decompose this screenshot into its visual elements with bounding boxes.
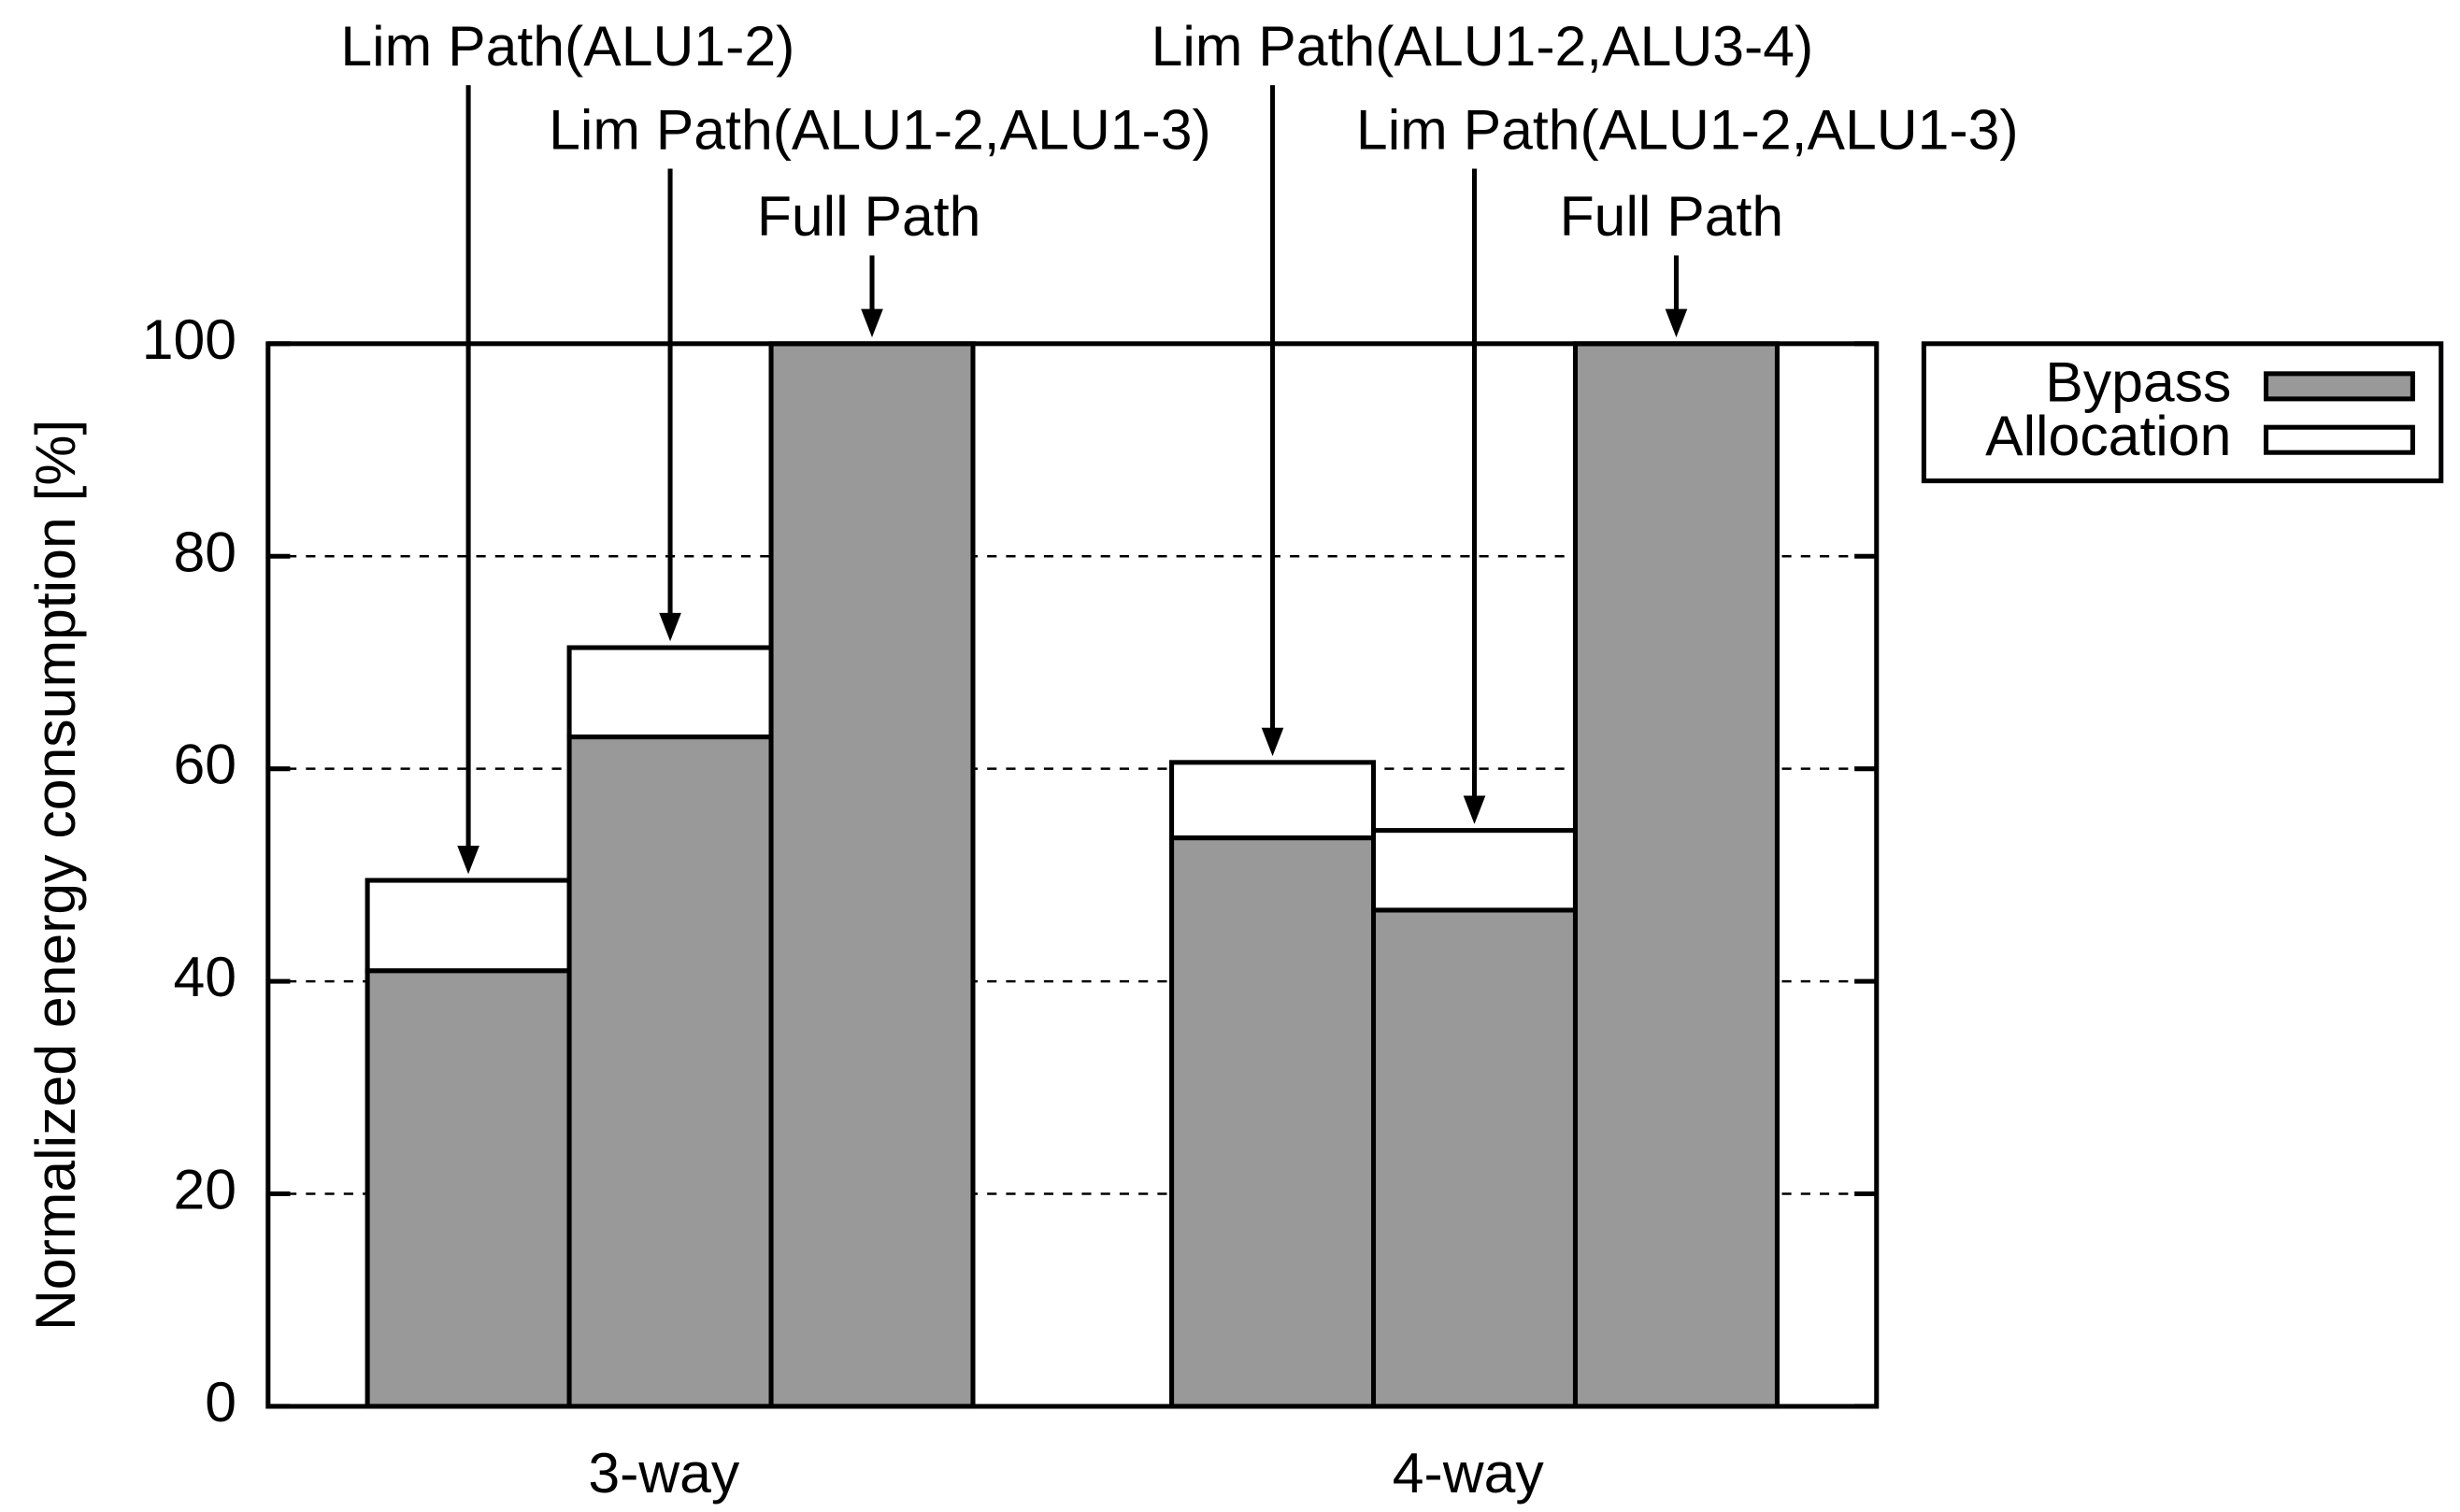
annotation: Lim Path(ALU1-2,ALU1-3) (549, 97, 1211, 161)
legend-box (1921, 341, 2444, 484)
y-tick-label: 80 (174, 520, 237, 583)
arrow-head (1665, 308, 1688, 338)
bar-segment (566, 645, 774, 740)
y-tick-label: 20 (174, 1158, 237, 1221)
legend-label: Bypass (2045, 349, 2231, 413)
y-tick-label: 60 (174, 733, 237, 796)
y-tick-label: 100 (142, 307, 236, 371)
arrow-head (1463, 795, 1486, 824)
x-tick-label: 3-way (588, 1441, 740, 1505)
bar-segment (1572, 341, 1780, 1409)
bar-segment (1371, 828, 1579, 913)
y-tick-label: 40 (174, 945, 237, 1008)
bar-segment (1169, 835, 1377, 1409)
arrow-head (1261, 727, 1284, 757)
arrow-head (861, 308, 883, 338)
annotation: Full Path (757, 184, 981, 248)
annotation: Lim Path(ALU1-2) (340, 14, 794, 78)
bar-segment (768, 341, 976, 1409)
bar-segment (365, 968, 572, 1409)
annotation: Full Path (1560, 184, 1784, 248)
annotation: Lim Path(ALU1-2,ALU1-3) (1356, 97, 2019, 161)
legend-label: Allocation (1985, 404, 2231, 467)
y-axis-label: Normalized energy consumption [%] (23, 420, 87, 1331)
legend-swatch (2263, 371, 2415, 402)
arrow-head (457, 845, 479, 875)
x-tick-label: 4-way (1393, 1441, 1545, 1505)
arrow-head (659, 612, 681, 642)
plot-frame (265, 341, 1880, 1409)
legend-swatch (2263, 424, 2415, 455)
bar-segment (1169, 760, 1377, 841)
bar-segment (1371, 907, 1579, 1409)
bar-segment (365, 877, 572, 974)
y-tick-label: 0 (205, 1370, 236, 1434)
bar-segment (566, 735, 774, 1409)
annotation: Lim Path(ALU1-2,ALU3-4) (1151, 14, 1814, 78)
